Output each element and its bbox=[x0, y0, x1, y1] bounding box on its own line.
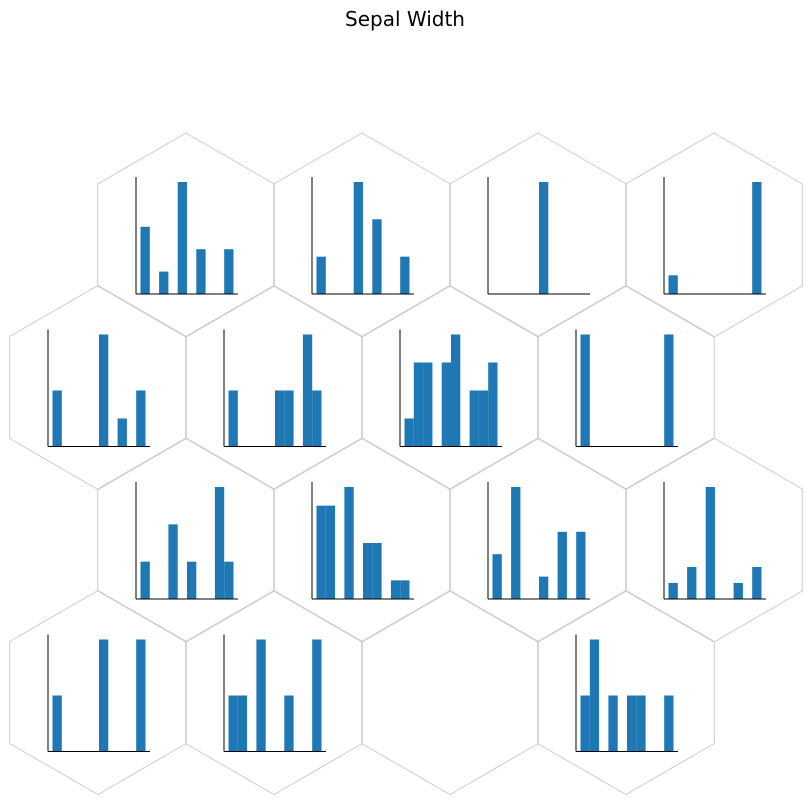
bar bbox=[228, 695, 238, 752]
bar bbox=[237, 695, 248, 752]
bar bbox=[284, 390, 294, 447]
hex-cell bbox=[273, 437, 451, 643]
bar bbox=[492, 554, 502, 599]
bar bbox=[664, 334, 674, 447]
hex-cell bbox=[449, 132, 627, 338]
hex-cell bbox=[625, 132, 803, 338]
bar bbox=[159, 271, 169, 294]
hex-cell bbox=[9, 589, 187, 796]
bar bbox=[608, 695, 618, 752]
hex-cell bbox=[185, 589, 363, 796]
bar bbox=[400, 256, 410, 294]
bar bbox=[423, 362, 433, 447]
bar bbox=[668, 275, 678, 294]
bar bbox=[187, 561, 197, 599]
hex-cell bbox=[9, 284, 187, 491]
hex-cell bbox=[97, 437, 275, 643]
bar bbox=[99, 334, 109, 447]
bar bbox=[325, 505, 336, 599]
bar bbox=[404, 418, 414, 447]
bar bbox=[478, 390, 489, 447]
bar bbox=[580, 695, 590, 752]
bar bbox=[372, 219, 382, 294]
bar bbox=[228, 390, 238, 447]
bar bbox=[733, 583, 743, 599]
bar bbox=[580, 334, 590, 447]
bar bbox=[557, 531, 567, 599]
bar bbox=[363, 543, 373, 599]
bar bbox=[284, 695, 294, 752]
bar bbox=[539, 182, 549, 294]
bar bbox=[168, 524, 178, 599]
hex-cell bbox=[185, 284, 363, 491]
bar bbox=[511, 487, 521, 599]
bar bbox=[451, 334, 461, 447]
bar bbox=[664, 695, 674, 752]
bar bbox=[627, 695, 637, 752]
bar bbox=[224, 249, 234, 294]
bar bbox=[316, 505, 326, 599]
bar bbox=[752, 182, 762, 294]
bar bbox=[687, 567, 697, 599]
bar bbox=[312, 639, 322, 752]
bar bbox=[589, 639, 600, 752]
bar bbox=[52, 695, 62, 752]
bar bbox=[224, 561, 234, 599]
bar bbox=[668, 583, 678, 599]
bar bbox=[576, 531, 586, 599]
bar bbox=[353, 182, 363, 294]
bar bbox=[136, 390, 146, 447]
bar bbox=[372, 543, 382, 599]
bar bbox=[705, 487, 715, 599]
bar bbox=[752, 567, 762, 599]
bar bbox=[99, 639, 109, 752]
bar bbox=[469, 390, 479, 447]
bar bbox=[256, 639, 266, 752]
bar bbox=[413, 362, 424, 447]
bar bbox=[344, 487, 354, 599]
bar bbox=[636, 695, 646, 752]
hex-cell bbox=[537, 284, 715, 491]
hex-cell bbox=[537, 589, 715, 796]
bar bbox=[140, 226, 150, 294]
bar bbox=[488, 362, 498, 447]
bar bbox=[136, 639, 146, 752]
hex-cell bbox=[449, 437, 627, 643]
bar bbox=[400, 580, 410, 599]
chart-title: Sepal Width bbox=[345, 7, 465, 31]
bar bbox=[177, 182, 187, 294]
bar bbox=[275, 390, 285, 447]
bar bbox=[316, 256, 326, 294]
bar bbox=[390, 580, 401, 599]
bar bbox=[312, 390, 322, 447]
bar bbox=[52, 390, 62, 447]
bar bbox=[196, 249, 206, 294]
bar bbox=[441, 362, 451, 447]
hex-cell bbox=[361, 589, 539, 796]
bar bbox=[140, 561, 150, 599]
bar bbox=[117, 418, 127, 447]
bar bbox=[214, 487, 225, 599]
bar bbox=[302, 334, 313, 447]
bar bbox=[539, 576, 549, 599]
